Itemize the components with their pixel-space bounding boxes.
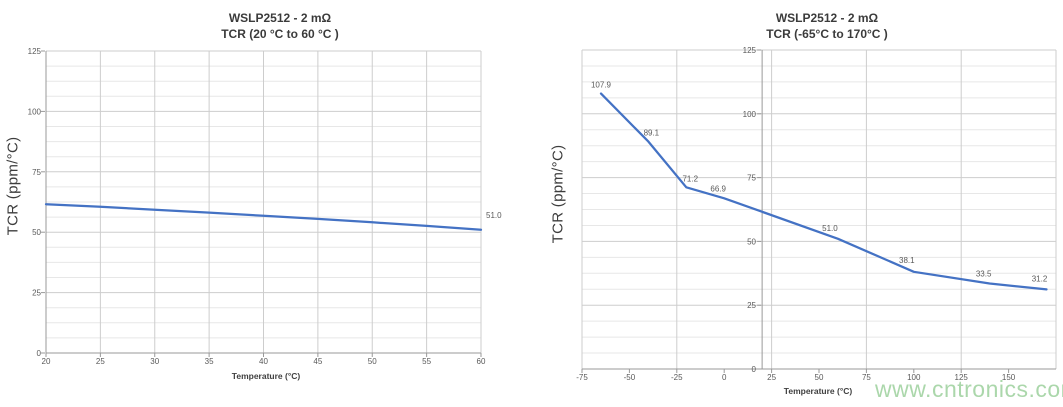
y-tick-label: 75: [32, 168, 41, 177]
y-tick-label: 100: [743, 110, 757, 119]
x-tick-label: 60: [477, 357, 486, 366]
x-tick-label: 30: [150, 357, 159, 366]
right-chart-xlabel: Temperature (°C): [783, 386, 853, 396]
x-tick-label: -75: [576, 373, 588, 382]
tcr-series-line: [44, 203, 483, 231]
x-tick-label: 55: [422, 357, 431, 366]
data-point-label: 31.2: [1032, 274, 1048, 283]
x-tick-label: 150: [1002, 373, 1016, 382]
right-chart-subtitle: TCR (-65°C to 170°C ): [766, 27, 888, 41]
right-chart-title: WSLP2512 - 2 mΩ: [775, 11, 879, 25]
watermark-text: www.cntronics.com: [875, 376, 1063, 402]
data-point-label: 51.0: [822, 224, 838, 233]
x-tick-label: 50: [815, 373, 824, 382]
x-tick-label: 50: [368, 357, 377, 366]
y-tick-label: 50: [747, 237, 756, 246]
x-tick-label: 100: [907, 373, 921, 382]
left-chart-xlabel: Temperature (°C): [231, 371, 301, 381]
x-tick-label: -25: [671, 373, 683, 382]
y-tick-label: 75: [747, 174, 756, 183]
data-point-label: 33.5: [976, 270, 992, 279]
data-point-label: 66.9: [710, 184, 726, 193]
y-tick-label: 125: [743, 46, 757, 55]
left-chart: 20 25 30 35 40 45 50 55 60 0 25 50 75 100 125 51.0: [28, 47, 502, 366]
x-tick-label: 125: [955, 373, 969, 382]
x-tick-label: 35: [205, 357, 214, 366]
x-tick-label: 0: [722, 373, 727, 382]
data-point-label: 107.9: [591, 81, 612, 90]
right-chart-ylabel: TCR (ppm/°C): [549, 144, 567, 244]
data-point-label: 38.1: [899, 256, 915, 265]
x-tick-label: 75: [862, 373, 871, 382]
x-tick-label: 25: [96, 357, 105, 366]
x-tick-label: 25: [767, 373, 776, 382]
data-point-label: 71.2: [682, 174, 698, 183]
left-chart-subtitle: TCR (20 °C to 60 °C ): [221, 27, 339, 41]
x-tick-label: 45: [313, 357, 322, 366]
right-chart: -75 -50 -25 0 25 50 75 100 125 150 0 25 50 75 100 125 10…: [576, 46, 1057, 382]
y-tick-label: 25: [32, 289, 41, 298]
x-tick-label: 20: [42, 357, 51, 366]
tcr-series-line: [599, 92, 1048, 291]
y-tick-label: 0: [37, 349, 42, 358]
data-point-label: 89.1: [644, 129, 660, 138]
data-point-label: 51.0: [486, 211, 502, 220]
y-tick-label: 0: [752, 365, 757, 374]
left-chart-ylabel: TCR (ppm/°C): [4, 136, 22, 236]
y-tick-label: 50: [32, 228, 41, 237]
left-chart-title: WSLP2512 - 2 mΩ: [228, 11, 332, 25]
x-tick-label: 40: [259, 357, 268, 366]
y-tick-label: 100: [28, 107, 42, 116]
y-tick-label: 25: [747, 301, 756, 310]
x-tick-label: -50: [624, 373, 636, 382]
y-tick-label: 125: [28, 47, 42, 56]
